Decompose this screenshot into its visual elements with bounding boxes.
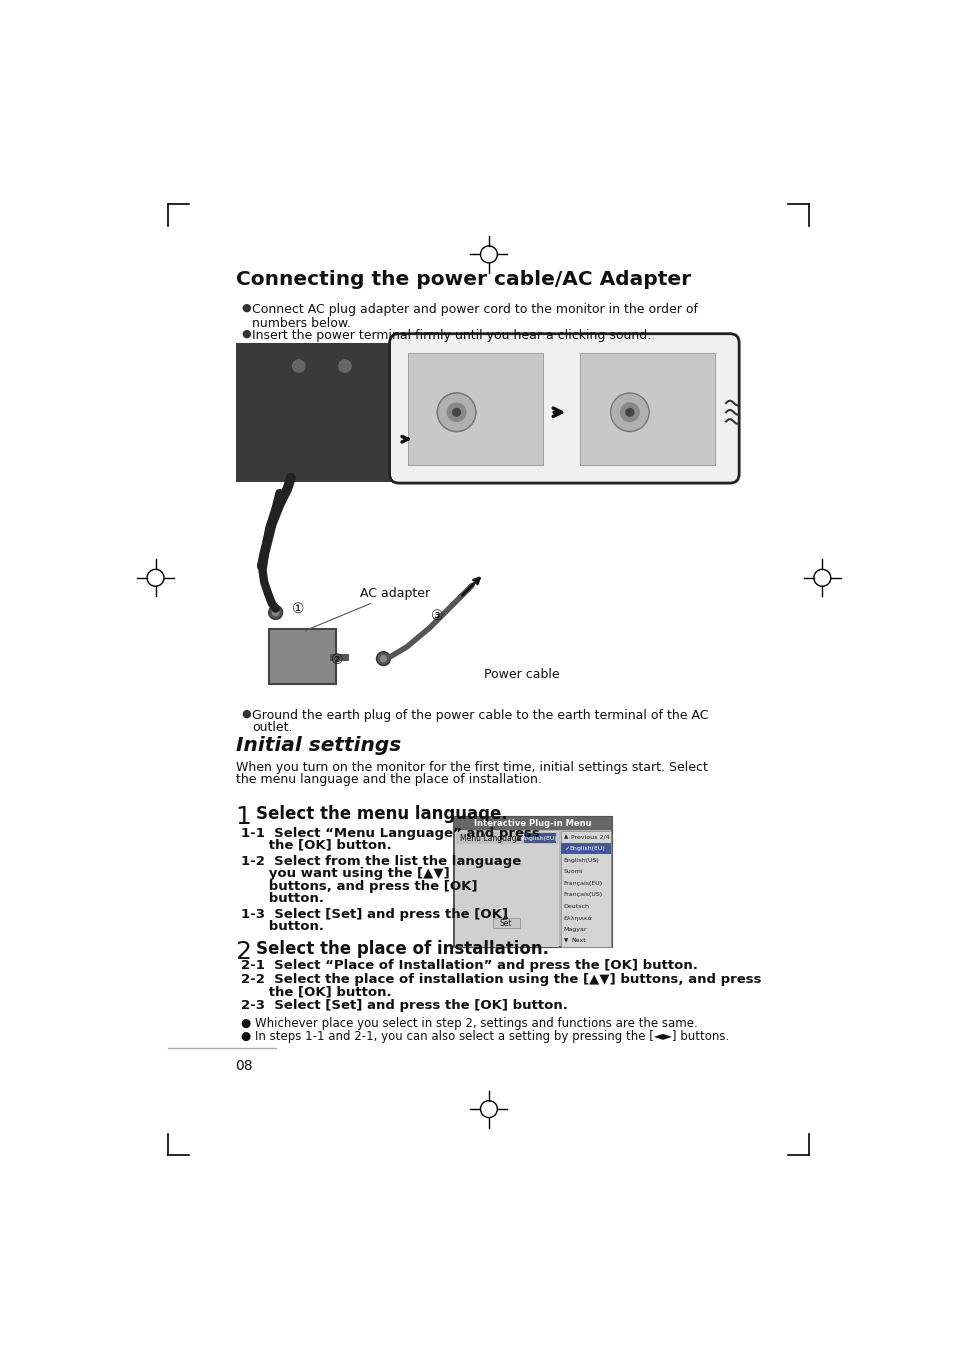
Circle shape	[620, 404, 639, 421]
Text: Menu Language: Menu Language	[460, 833, 521, 842]
Text: the [OK] button.: the [OK] button.	[241, 986, 391, 998]
Text: Ελληνικά: Ελληνικά	[563, 915, 592, 921]
Text: ●: ●	[241, 302, 251, 313]
FancyBboxPatch shape	[456, 832, 558, 844]
Circle shape	[453, 409, 460, 416]
Text: Previous 2/4: Previous 2/4	[571, 834, 609, 840]
Text: English(EU): English(EU)	[521, 836, 558, 841]
FancyBboxPatch shape	[235, 343, 400, 466]
FancyBboxPatch shape	[454, 817, 612, 948]
Text: Connect AC plug adapter and power cord to the monitor in the order of: Connect AC plug adapter and power cord t…	[252, 302, 697, 316]
Circle shape	[447, 404, 465, 421]
Text: 1-1  Select “Menu Language” and press: 1-1 Select “Menu Language” and press	[241, 826, 539, 840]
Text: ✓: ✓	[563, 846, 568, 850]
Text: buttons, and press the [OK]: buttons, and press the [OK]	[241, 880, 477, 892]
Text: Power cable: Power cable	[483, 667, 558, 680]
Text: English(US): English(US)	[563, 857, 598, 863]
Circle shape	[338, 360, 351, 373]
Circle shape	[293, 360, 305, 373]
FancyBboxPatch shape	[560, 832, 611, 946]
Text: Initial settings: Initial settings	[235, 736, 400, 755]
Text: AC adapter: AC adapter	[305, 587, 430, 630]
Text: the [OK] button.: the [OK] button.	[241, 838, 391, 852]
Text: outlet.: outlet.	[252, 721, 292, 734]
Circle shape	[610, 393, 648, 432]
FancyBboxPatch shape	[523, 833, 556, 844]
Text: English(EU): English(EU)	[569, 846, 605, 850]
Text: 2-2  Select the place of installation using the [▲▼] buttons, and press: 2-2 Select the place of installation usi…	[241, 973, 760, 985]
Text: Next: Next	[571, 938, 585, 944]
Text: Ground the earth plug of the power cable to the earth terminal of the AC: Ground the earth plug of the power cable…	[252, 709, 707, 722]
Circle shape	[436, 393, 476, 432]
FancyBboxPatch shape	[560, 842, 610, 853]
Text: ● Whichever place you select in step 2, settings and functions are the same.: ● Whichever place you select in step 2, …	[241, 1017, 697, 1030]
Text: 2: 2	[235, 940, 252, 964]
FancyBboxPatch shape	[408, 352, 542, 464]
Text: 1: 1	[235, 805, 252, 829]
Text: numbers below.: numbers below.	[252, 317, 351, 329]
Text: ● In steps 1-1 and 2-1, you can also select a setting by pressing the [◄►] butto: ● In steps 1-1 and 2-1, you can also sel…	[241, 1030, 728, 1042]
Text: Select the place of installation.: Select the place of installation.	[256, 940, 549, 957]
Circle shape	[269, 606, 282, 620]
Text: ②: ②	[331, 653, 343, 667]
Circle shape	[273, 609, 278, 616]
Text: 2-3  Select [Set] and press the [OK] button.: 2-3 Select [Set] and press the [OK] butt…	[241, 999, 567, 1012]
FancyBboxPatch shape	[235, 464, 474, 482]
Text: Deutsch: Deutsch	[563, 903, 589, 909]
Text: button.: button.	[241, 921, 324, 933]
Text: ③: ③	[431, 609, 443, 624]
Circle shape	[447, 404, 465, 421]
Text: 08: 08	[235, 1058, 253, 1073]
Circle shape	[376, 652, 390, 666]
Text: 1-2  Select from the list the language: 1-2 Select from the list the language	[241, 855, 520, 868]
FancyBboxPatch shape	[493, 918, 519, 929]
Text: Select the menu language.: Select the menu language.	[256, 805, 508, 823]
Text: ▲: ▲	[502, 913, 508, 919]
Text: button.: button.	[241, 892, 324, 904]
Text: When you turn on the monitor for the first time, initial settings start. Select: When you turn on the monitor for the fir…	[235, 761, 707, 774]
FancyBboxPatch shape	[455, 832, 558, 946]
Text: Interactive Plug-in Menu: Interactive Plug-in Menu	[474, 819, 591, 828]
Text: ▼: ▼	[563, 938, 567, 944]
FancyBboxPatch shape	[269, 629, 335, 684]
Text: 1-3  Select [Set] and press the [OK]: 1-3 Select [Set] and press the [OK]	[241, 909, 507, 921]
Text: Français(US): Français(US)	[563, 892, 602, 898]
Text: Magyar: Magyar	[563, 927, 586, 931]
Text: ▲: ▲	[563, 834, 567, 840]
Text: Suomi: Suomi	[563, 869, 582, 873]
Text: ①: ①	[293, 602, 305, 616]
Text: you want using the [▲▼]: you want using the [▲▼]	[241, 867, 449, 880]
Circle shape	[453, 409, 460, 416]
Circle shape	[436, 393, 476, 432]
Text: Set: Set	[499, 918, 512, 927]
FancyBboxPatch shape	[389, 333, 739, 483]
Text: Connecting the power cable/AC Adapter: Connecting the power cable/AC Adapter	[235, 270, 690, 289]
Text: Français(EU): Français(EU)	[563, 880, 602, 886]
Text: Insert the power terminal firmly until you hear a clicking sound.: Insert the power terminal firmly until y…	[252, 329, 650, 342]
Text: ●: ●	[241, 329, 251, 339]
Text: 2-1  Select “Place of Installation” and press the [OK] button.: 2-1 Select “Place of Installation” and p…	[241, 958, 698, 972]
FancyBboxPatch shape	[579, 352, 714, 464]
FancyBboxPatch shape	[454, 817, 612, 830]
Text: ▲: ▲	[516, 836, 521, 841]
Circle shape	[380, 656, 386, 662]
Circle shape	[625, 409, 633, 416]
Text: ●: ●	[241, 709, 251, 718]
Text: the menu language and the place of installation.: the menu language and the place of insta…	[235, 774, 541, 787]
